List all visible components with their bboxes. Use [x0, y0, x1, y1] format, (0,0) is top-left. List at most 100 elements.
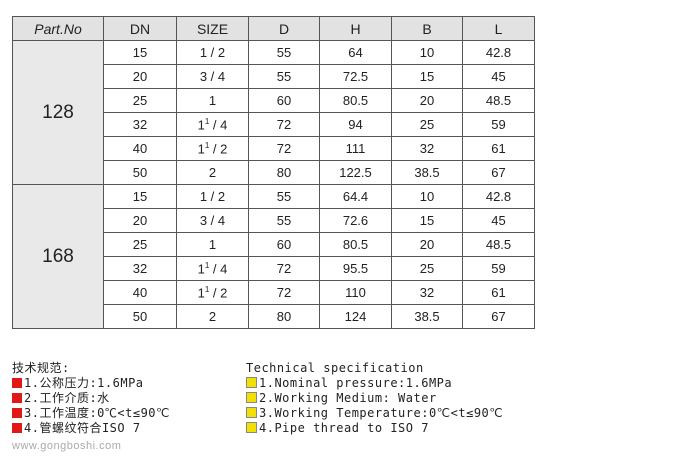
- table-cell: 32: [103, 256, 177, 281]
- table-cell: 11 / 4: [176, 112, 249, 137]
- table-cell: 50: [103, 304, 177, 329]
- table-cell: 94: [319, 112, 392, 137]
- table-cell: 20: [103, 64, 177, 89]
- table-cell: 124: [319, 304, 392, 329]
- column-header: L: [462, 16, 535, 41]
- spec-cn-title: 技术规范:: [12, 361, 70, 375]
- column-header: Part.No: [12, 16, 104, 41]
- table-cell: 111: [319, 136, 392, 161]
- table-cell: 80.5: [319, 88, 392, 113]
- table-cell: 38.5: [391, 304, 463, 329]
- bullet-square-icon: [12, 408, 22, 418]
- table-cell: 60: [248, 88, 320, 113]
- table-cell: 72: [248, 112, 320, 137]
- table-row: 168 15 1 / 2 55 64.4 10 42.8: [12, 184, 535, 329]
- table-cell: 72: [248, 280, 320, 305]
- table-cell: 64: [319, 40, 392, 65]
- spec-item: 1.Nominal pressure:1.6MPa: [246, 376, 503, 391]
- table-cell: 95.5: [319, 256, 392, 281]
- table-cell: 55: [248, 40, 320, 65]
- table-cell: 1: [176, 232, 249, 257]
- table-row: 40 11 / 2 72 110 32 61: [13, 280, 535, 305]
- table-cell: 10: [391, 184, 463, 209]
- spec-item: 3.工作温度:0℃<t≤90℃: [12, 406, 170, 421]
- table-cell: 80.5: [319, 232, 392, 257]
- spec-item-text: 4.管螺纹符合ISO 7: [24, 421, 141, 435]
- table-cell: 67: [462, 304, 535, 329]
- table-cell: 40: [103, 136, 177, 161]
- spec-item-text: 2.Working Medium: Water: [259, 391, 437, 405]
- table-cell: 42.8: [462, 40, 535, 65]
- table-cell: 1 / 2: [176, 40, 249, 65]
- table-cell: 67: [462, 160, 535, 185]
- table-cell: 15: [103, 184, 177, 209]
- table-cell: 59: [462, 112, 535, 137]
- table-cell: 32: [391, 280, 463, 305]
- spec-item: 4.管螺纹符合ISO 7: [12, 421, 170, 436]
- table-cell: 2: [176, 304, 249, 329]
- table-cell: 64.4: [319, 184, 392, 209]
- table-cell: 50: [103, 160, 177, 185]
- table-row: 128 15 1 / 2 55 64 10 42.8: [12, 40, 535, 185]
- table-cell: 72: [248, 136, 320, 161]
- table-row: 50 2 80 124 38.5 67: [13, 304, 535, 329]
- table-cell: 20: [391, 88, 463, 113]
- column-header: SIZE: [176, 16, 249, 41]
- bullet-square-icon: [246, 392, 257, 403]
- table-cell: 72: [248, 256, 320, 281]
- table-cell: 20: [103, 208, 177, 233]
- spec-item: 2.Working Medium: Water: [246, 391, 503, 406]
- table-cell: 11 / 2: [176, 136, 249, 161]
- table-cell: 60: [248, 232, 320, 257]
- table-cell: 72.5: [319, 64, 392, 89]
- table-row: 32 11 / 4 72 94 25 59: [13, 112, 535, 137]
- spec-item-text: 4.Pipe thread to ISO 7: [259, 421, 429, 435]
- table-cell: 2: [176, 160, 249, 185]
- table-row: 25 1 60 80.5 20 48.5: [13, 232, 535, 257]
- table-cell: 10: [391, 40, 463, 65]
- bullet-square-icon: [12, 393, 22, 403]
- spec-item-text: 1.公称压力:1.6MPa: [24, 376, 144, 390]
- table-cell: 80: [248, 160, 320, 185]
- column-header: H: [319, 16, 392, 41]
- table-cell: 25: [103, 88, 177, 113]
- spec-en-title: Technical specification: [246, 361, 424, 375]
- table-cell: 45: [462, 64, 535, 89]
- table-cell: 48.5: [462, 88, 535, 113]
- spec-table: Part.No DN SIZE D H B L 128 15 1 / 2 55 64 10 42.8 20…: [12, 16, 535, 329]
- table-cell: 40: [103, 280, 177, 305]
- table-cell: 38.5: [391, 160, 463, 185]
- table-cell: 3 / 4: [176, 208, 249, 233]
- bullet-square-icon: [12, 423, 22, 433]
- table-cell: 15: [391, 64, 463, 89]
- table-cell: 59: [462, 256, 535, 281]
- spec-item-text: 1.Nominal pressure:1.6MPa: [259, 376, 453, 390]
- bullet-square-icon: [246, 377, 257, 388]
- table-cell: 1 / 2: [176, 184, 249, 209]
- spec-item-text: 2.工作介质:水: [24, 391, 110, 405]
- table-cell: 61: [462, 280, 535, 305]
- table-cell: 25: [391, 256, 463, 281]
- table-cell: 55: [248, 208, 320, 233]
- column-header: B: [391, 16, 463, 41]
- table-cell: 32: [391, 136, 463, 161]
- table-cell: 15: [103, 40, 177, 65]
- table-cell: 1: [176, 88, 249, 113]
- table-cell: 25: [391, 112, 463, 137]
- spec-item-text: 3.工作温度:0℃<t≤90℃: [24, 406, 170, 420]
- table-cell: 15: [391, 208, 463, 233]
- table-cell: 55: [248, 64, 320, 89]
- spec-item-text: 3.Working Temperature:0℃<t≤90℃: [259, 406, 504, 420]
- bullet-square-icon: [12, 378, 22, 388]
- table-cell: 11 / 2: [176, 280, 249, 305]
- spec-en: Technical specification 1.Nominal pressu…: [246, 361, 503, 436]
- table-cell: 42.8: [462, 184, 535, 209]
- table-cell: 48.5: [462, 232, 535, 257]
- table-cell: 45: [462, 208, 535, 233]
- spec-item: 1.公称压力:1.6MPa: [12, 376, 170, 391]
- table-cell: 122.5: [319, 160, 392, 185]
- bullet-square-icon: [246, 422, 257, 433]
- table-cell: 11 / 4: [176, 256, 249, 281]
- table-cell: 61: [462, 136, 535, 161]
- table-row: 20 3 / 4 55 72.5 15 45: [13, 64, 535, 89]
